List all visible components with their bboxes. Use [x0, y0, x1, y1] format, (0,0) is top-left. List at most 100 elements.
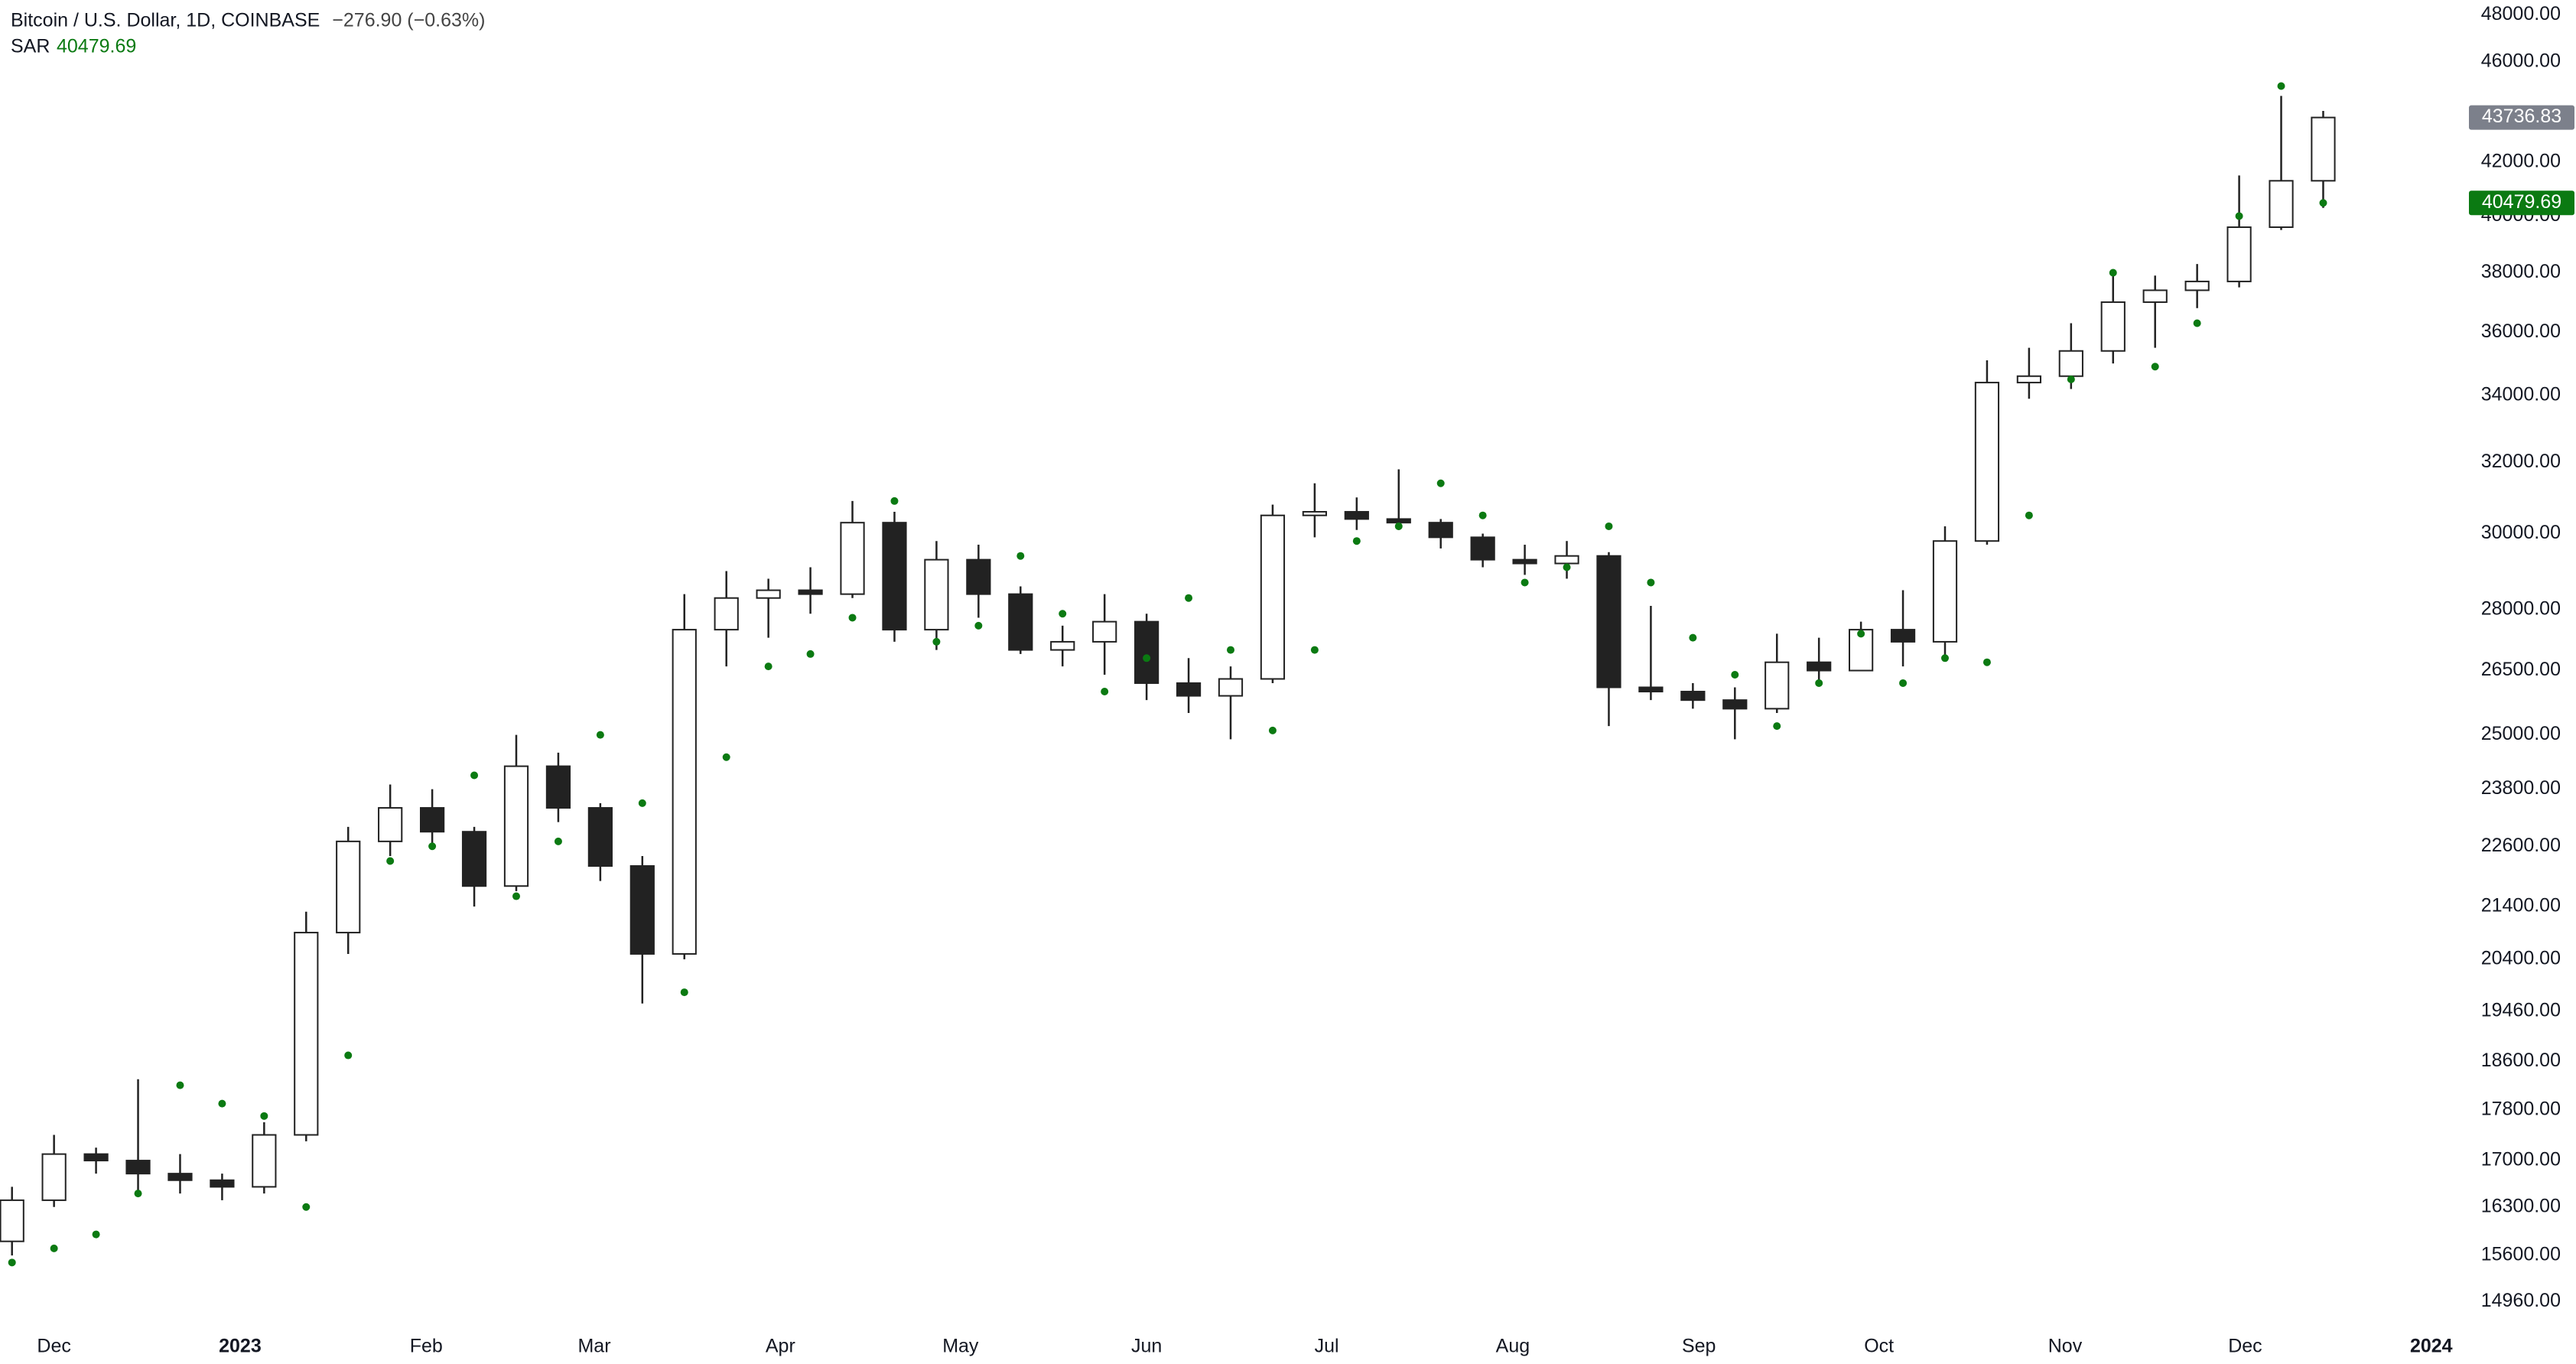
price-change: −276.90 (−0.63%)	[332, 10, 485, 31]
y-tick-label: 34000.00	[2481, 384, 2561, 405]
sar-dot	[1016, 552, 1025, 560]
candle-body	[1890, 629, 1916, 643]
candle-body	[2058, 350, 2083, 377]
x-tick-label: Aug	[1496, 1336, 1530, 1357]
sar-dot	[638, 799, 646, 807]
sar-dot	[1941, 654, 1950, 662]
x-tick-label: Dec	[2228, 1336, 2262, 1357]
candle-body	[378, 807, 403, 842]
sar-dot	[1268, 726, 1277, 734]
candle-body	[1218, 678, 1244, 697]
y-tick-label: 32000.00	[2481, 451, 2561, 472]
candle-body	[503, 765, 529, 887]
indicator-value: 40479.69	[57, 36, 136, 57]
candle-body	[41, 1153, 67, 1201]
candle-body	[168, 1173, 193, 1181]
sar-dot	[1647, 578, 1655, 587]
sar-dot	[1563, 563, 1571, 571]
candle-body	[1050, 640, 1075, 651]
sar-price-label-box	[2469, 190, 2574, 216]
candle-body	[1386, 518, 1411, 524]
sar-dot	[50, 1244, 58, 1252]
sar-dot	[2067, 375, 2075, 383]
sar-dot	[1773, 722, 1781, 731]
candle-body	[1008, 593, 1033, 651]
sar-dot	[2151, 363, 2159, 371]
candle-body	[629, 865, 655, 955]
sar-dot	[1352, 537, 1361, 545]
sar-dot	[1185, 594, 1193, 602]
candle-body	[2269, 180, 2294, 228]
candle-body	[1554, 555, 1579, 565]
candle-body	[210, 1179, 235, 1188]
candle-body	[2100, 301, 2126, 352]
y-tick-label: 28000.00	[2481, 598, 2561, 620]
sar-dot	[806, 649, 815, 658]
x-tick-label: May	[942, 1336, 979, 1357]
candle-body	[2226, 226, 2252, 282]
y-tick-label: 17800.00	[2481, 1098, 2561, 1119]
sar-dot	[1227, 646, 1234, 654]
sar-dot	[2109, 269, 2117, 277]
sar-price-label: 40479.69	[2482, 191, 2561, 213]
sar-dot	[176, 1081, 184, 1089]
candle-body	[1807, 661, 1832, 672]
candle-body	[252, 1134, 277, 1188]
candle-body	[587, 807, 613, 868]
x-tick-label: Jun	[1131, 1336, 1162, 1357]
candle-body	[756, 589, 781, 599]
sar-dot	[2319, 199, 2327, 207]
sar-dot	[302, 1203, 311, 1211]
sar-dot	[470, 771, 479, 780]
candle-body	[336, 840, 361, 934]
candle-body	[840, 522, 865, 595]
candle-body	[1092, 620, 1117, 643]
x-tick-label: Oct	[1864, 1336, 1894, 1357]
sar-dot	[2277, 82, 2285, 90]
candle-body	[83, 1153, 109, 1162]
candle-body	[1722, 699, 1748, 710]
y-tick-label: 18600.00	[2481, 1050, 2561, 1071]
y-tick-label: 16300.00	[2481, 1195, 2561, 1216]
sar-dot	[92, 1230, 100, 1239]
sar-dot	[1101, 688, 1109, 696]
candle-body	[1974, 382, 2000, 542]
candle-body	[966, 558, 991, 595]
x-tick-label: Dec	[37, 1336, 70, 1357]
chart-title: Bitcoin / U.S. Dollar, 1D, COINBASE	[11, 10, 320, 31]
y-tick-label: 38000.00	[2481, 261, 2561, 282]
candle-body	[1134, 620, 1160, 684]
last-price-label: 43736.83	[2482, 106, 2561, 127]
sar-dot	[1059, 610, 1067, 618]
x-tick-label: Mar	[577, 1336, 610, 1357]
sar-dot	[680, 988, 688, 997]
x-tick-label: 2024	[2410, 1336, 2453, 1357]
x-tick-label: Apr	[766, 1336, 795, 1357]
sar-dot	[764, 662, 772, 671]
candle-body	[1302, 510, 1327, 516]
candle-body	[1176, 682, 1202, 697]
sar-dot	[848, 614, 857, 622]
x-tick-label: Feb	[410, 1336, 443, 1357]
candle-body	[1512, 558, 1537, 565]
candle-body	[420, 807, 445, 833]
y-tick-label: 15600.00	[2481, 1244, 2561, 1265]
sar-dot	[1310, 646, 1319, 654]
candle-body	[1596, 555, 1621, 689]
y-tick-label: 26500.00	[2481, 659, 2561, 680]
sar-dot	[722, 753, 730, 761]
candle-body	[125, 1160, 151, 1175]
sar-dot	[1731, 670, 1739, 679]
y-tick-label: 42000.00	[2481, 151, 2561, 172]
candle-body	[0, 1199, 24, 1242]
sar-dot	[596, 731, 604, 739]
y-tick-label: 22600.00	[2481, 835, 2561, 856]
candle-body	[714, 597, 739, 631]
indicator-name: SAR	[11, 36, 50, 57]
candle-body	[882, 522, 907, 631]
candle-body	[672, 629, 697, 955]
candle-body	[461, 831, 487, 887]
x-tick-label: Nov	[2048, 1336, 2083, 1357]
